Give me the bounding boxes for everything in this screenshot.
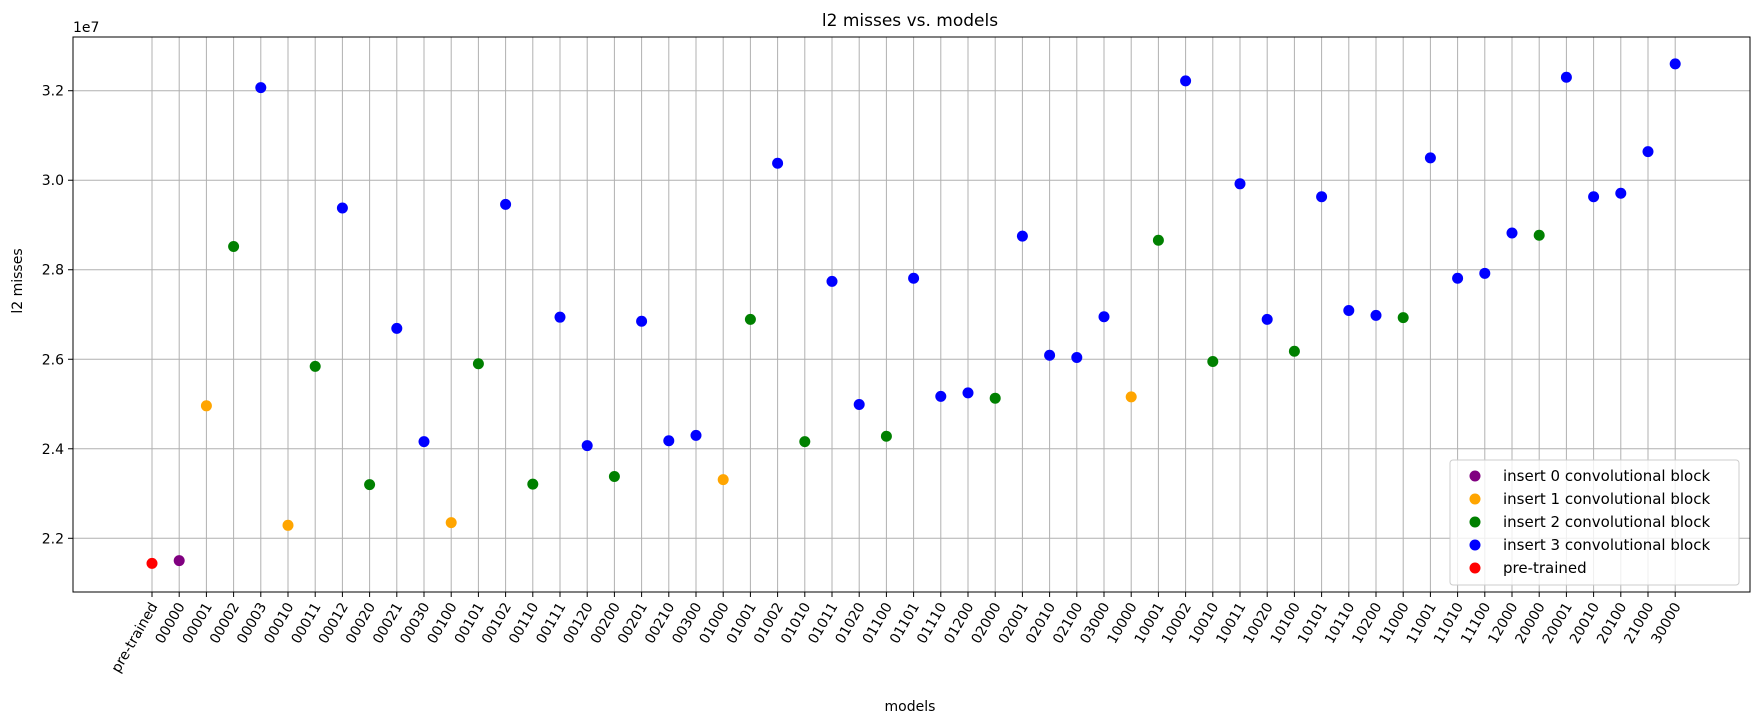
data-point [1071, 351, 1083, 363]
data-point [472, 358, 484, 370]
data-point [1479, 267, 1491, 279]
data-point [1207, 355, 1219, 367]
data-point [744, 313, 756, 325]
data-point [581, 440, 593, 452]
grid [73, 37, 1750, 592]
legend: insert 0 convolutional block insert 1 con… [1449, 459, 1740, 586]
legend-marker [1469, 562, 1481, 574]
data-points [146, 58, 1681, 569]
chart-title: l2 misses vs. models [822, 11, 998, 31]
data-point [663, 435, 675, 447]
data-point [772, 157, 784, 169]
data-point [1343, 304, 1355, 316]
data-point [1234, 178, 1246, 190]
data-point [1261, 313, 1273, 325]
data-point [527, 478, 539, 490]
data-point [1615, 187, 1627, 199]
data-point [853, 398, 865, 410]
data-point [364, 479, 376, 491]
x-axis-label: models [885, 699, 936, 715]
data-point [1560, 71, 1572, 83]
y-tick-label: 2.2 [42, 531, 64, 547]
data-point [717, 474, 729, 486]
data-point [445, 517, 457, 529]
legend-marker [1469, 516, 1481, 528]
data-point [1180, 75, 1192, 87]
data-point [1424, 152, 1436, 164]
y-axis-ticks: 2.2 2.4 2.6 2.8 3.0 3.2 [42, 84, 73, 547]
data-point [1044, 349, 1056, 361]
data-point [1397, 312, 1409, 324]
legend-entry: insert 3 convolutional block [1503, 536, 1710, 554]
data-point [880, 430, 892, 442]
data-point [1316, 191, 1328, 203]
data-point [418, 436, 430, 448]
data-point [1533, 229, 1545, 241]
data-point [1588, 191, 1600, 203]
data-point [1506, 227, 1518, 239]
data-point [690, 429, 702, 441]
legend-entry: insert 2 convolutional block [1503, 513, 1710, 531]
data-point [636, 315, 648, 327]
data-point [1642, 146, 1654, 158]
data-point [608, 471, 620, 483]
data-point [826, 275, 838, 287]
legend-entry: insert 0 convolutional block [1503, 467, 1710, 485]
data-point [1125, 391, 1137, 403]
legend-marker [1469, 539, 1481, 551]
data-point [554, 311, 566, 323]
data-point [282, 519, 294, 531]
data-point [200, 400, 212, 412]
data-point [1370, 309, 1382, 321]
y-axis-label: l2 misses [10, 248, 26, 313]
data-point [146, 557, 158, 569]
data-point [336, 202, 348, 214]
data-point [1098, 311, 1110, 323]
data-point [908, 272, 920, 284]
legend-entry: pre-trained [1503, 559, 1587, 577]
legend-marker [1469, 493, 1481, 505]
data-point [1669, 58, 1681, 70]
plot-frame [72, 36, 1751, 593]
legend-marker [1469, 470, 1481, 482]
y-tick-label: 2.4 [42, 442, 64, 458]
y-tick-label: 3.2 [42, 84, 64, 100]
data-point [500, 198, 512, 210]
data-point [1152, 234, 1164, 246]
data-point [1452, 272, 1464, 284]
data-point [1288, 345, 1300, 357]
y-tick-label: 2.8 [42, 263, 64, 279]
data-point [228, 240, 240, 252]
data-point [799, 436, 811, 448]
y-offset-text: 1e7 [73, 20, 99, 36]
data-point [989, 392, 1001, 404]
data-point [935, 390, 947, 402]
data-point [1016, 230, 1028, 242]
legend-entry: insert 1 convolutional block [1503, 490, 1710, 508]
data-point [962, 387, 974, 399]
data-point [173, 555, 185, 567]
y-tick-label: 2.6 [42, 352, 64, 368]
legend-frame [1449, 459, 1740, 586]
data-point [391, 322, 403, 334]
y-tick-label: 3.0 [42, 173, 64, 189]
data-point [255, 82, 267, 94]
data-point [309, 360, 321, 372]
